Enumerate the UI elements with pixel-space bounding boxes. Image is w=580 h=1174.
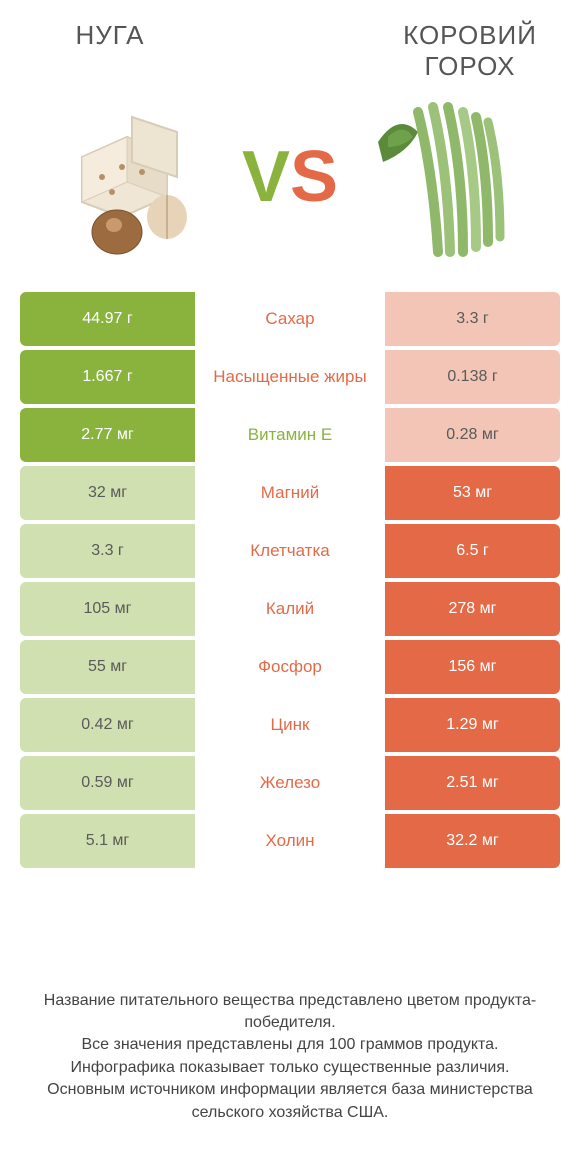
cell-right-value: 1.29 мг xyxy=(385,698,560,752)
cell-left-value: 1.667 г xyxy=(20,350,195,404)
cell-right-value: 156 мг xyxy=(385,640,560,694)
table-row: 1.667 гНасыщенные жиры0.138 г xyxy=(20,350,560,404)
footer-line-3: Инфографика показывает только существенн… xyxy=(30,1057,550,1079)
cell-nutrient-label: Витамин E xyxy=(195,408,385,462)
table-row: 3.3 гКлетчатка6.5 г xyxy=(20,524,560,578)
cell-left-value: 55 мг xyxy=(20,640,195,694)
cell-right-value: 53 мг xyxy=(385,466,560,520)
cell-right-value: 3.3 г xyxy=(385,292,560,346)
header-titles: Нуга Коровий горох xyxy=(0,0,580,92)
cell-nutrient-label: Железо xyxy=(195,756,385,810)
cell-left-value: 2.77 мг xyxy=(20,408,195,462)
vs-label: VS xyxy=(242,136,338,218)
cell-right-value: 2.51 мг xyxy=(385,756,560,810)
footer-line-4: Основным источником информации является … xyxy=(30,1079,550,1124)
cell-left-value: 105 мг xyxy=(20,582,195,636)
right-food-title: Коровий горох xyxy=(380,20,560,82)
vs-row: VS xyxy=(0,92,580,292)
cell-nutrient-label: Холин xyxy=(195,814,385,868)
cell-nutrient-label: Магний xyxy=(195,466,385,520)
cell-nutrient-label: Калий xyxy=(195,582,385,636)
vs-s-letter: S xyxy=(290,136,338,218)
cell-nutrient-label: Клетчатка xyxy=(195,524,385,578)
cell-left-value: 0.42 мг xyxy=(20,698,195,752)
table-row: 105 мгКалий278 мг xyxy=(20,582,560,636)
nougat-image xyxy=(52,92,222,262)
cell-left-value: 3.3 г xyxy=(20,524,195,578)
cell-nutrient-label: Насыщенные жиры xyxy=(195,350,385,404)
cell-left-value: 44.97 г xyxy=(20,292,195,346)
vs-v-letter: V xyxy=(242,136,290,218)
table-row: 2.77 мгВитамин E0.28 мг xyxy=(20,408,560,462)
cell-left-value: 32 мг xyxy=(20,466,195,520)
cell-nutrient-label: Сахар xyxy=(195,292,385,346)
cell-right-value: 0.138 г xyxy=(385,350,560,404)
comparison-table: 44.97 гСахар3.3 г1.667 гНасыщенные жиры0… xyxy=(0,292,580,872)
footer-line-1: Название питательного вещества представл… xyxy=(30,990,550,1035)
cell-nutrient-label: Цинк xyxy=(195,698,385,752)
table-row: 0.42 мгЦинк1.29 мг xyxy=(20,698,560,752)
table-row: 32 мгМагний53 мг xyxy=(20,466,560,520)
cell-right-value: 278 мг xyxy=(385,582,560,636)
cell-left-value: 5.1 мг xyxy=(20,814,195,868)
cell-left-value: 0.59 мг xyxy=(20,756,195,810)
left-food-title: Нуга xyxy=(20,20,200,51)
cell-right-value: 6.5 г xyxy=(385,524,560,578)
table-row: 44.97 гСахар3.3 г xyxy=(20,292,560,346)
table-row: 5.1 мгХолин32.2 мг xyxy=(20,814,560,868)
table-row: 0.59 мгЖелезо2.51 мг xyxy=(20,756,560,810)
cell-right-value: 0.28 мг xyxy=(385,408,560,462)
table-row: 55 мгФосфор156 мг xyxy=(20,640,560,694)
footer-line-2: Все значения представлены для 100 граммо… xyxy=(30,1034,550,1056)
footer-notes: Название питательного вещества представл… xyxy=(0,960,580,1174)
cell-nutrient-label: Фосфор xyxy=(195,640,385,694)
cowpea-image xyxy=(358,92,528,262)
cell-right-value: 32.2 мг xyxy=(385,814,560,868)
